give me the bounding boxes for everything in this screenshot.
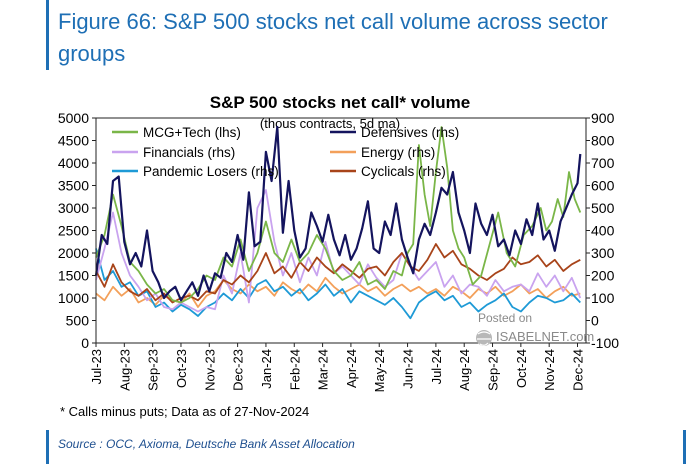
x-tick-label: Apr-24	[344, 349, 359, 388]
left-tick-label: 2500	[58, 223, 89, 239]
series-lines	[94, 125, 582, 320]
watermark: Posted on ISABELNET.com	[476, 311, 594, 346]
right-tick-label: 300	[591, 245, 615, 261]
chart-subtitle: (thous contracts, 5d ma)	[260, 116, 400, 131]
watermark-line1: Posted on	[478, 311, 532, 325]
accent-bar-right	[683, 430, 686, 464]
legend-label-financials: Financials (rhs)	[143, 145, 235, 160]
left-tick-label: 5000	[58, 110, 89, 126]
figure-title: Figure 66: S&P 500 stocks net call volum…	[58, 9, 608, 66]
left-tick-label: 2000	[58, 245, 89, 261]
accent-bar-top	[46, 0, 49, 70]
left-tick-label: 0	[81, 335, 89, 351]
x-tick-label: Jun-24	[401, 349, 416, 389]
chart-title: S&P 500 stocks net call* volume	[210, 93, 470, 112]
legend-label-defensives: Defensives (rhs)	[361, 125, 459, 140]
left-tick-label: 1500	[58, 268, 89, 284]
x-tick-label: Dec-23	[231, 349, 246, 391]
x-tick-label: Feb-24	[287, 349, 302, 390]
series-line-cyclicals	[95, 243, 581, 304]
x-tick-label: May-24	[372, 349, 387, 392]
series-line-mcg-tech	[95, 126, 582, 304]
x-tick-label: Nov-23	[202, 349, 217, 391]
legend-label-cyclicals: Cyclicals (rhs)	[361, 164, 446, 179]
right-tick-label: 800	[591, 133, 615, 149]
watermark-line2: ISABELNET.com	[496, 329, 594, 344]
left-tick-label: 3000	[58, 200, 89, 216]
series-line-defensives	[94, 125, 582, 302]
left-tick-label: 4500	[58, 133, 89, 149]
left-tick-label: 4000	[58, 155, 89, 171]
accent-bar-bottom	[46, 430, 49, 464]
x-tick-label: Dec-24	[571, 349, 586, 391]
legend: MCG+Tech (lhs) Defensives (rhs) Financials…	[112, 125, 459, 179]
right-tick-label: 0	[591, 313, 599, 329]
left-tick-label: 3500	[58, 178, 89, 194]
x-tick-label: Oct-24	[514, 349, 529, 388]
right-tick-label: 600	[591, 178, 615, 194]
x-tick-label: Aug-23	[117, 349, 132, 391]
x-tick-label: Sep-24	[486, 349, 501, 391]
right-tick-label: 900	[591, 110, 615, 126]
right-tick-label: 400	[591, 223, 615, 239]
x-tick-label: Sep-23	[146, 349, 161, 391]
series-line-pandemic-losers	[95, 248, 581, 320]
left-tick-label: 1000	[58, 290, 89, 306]
x-tick-label: Oct-23	[174, 349, 189, 388]
x-axis: Jul-23 Aug-23 Sep-23 Oct-23 Nov-23 Dec-23 Jan-…	[89, 343, 586, 392]
right-tick-label: 200	[591, 268, 615, 284]
x-tick-label: Jul-23	[89, 349, 104, 384]
left-axis: 0 500 1000 1500 2000 2500 3000 3500 4000 4500 5000	[58, 110, 96, 351]
legend-label-mcg-tech: MCG+Tech (lhs)	[143, 125, 241, 140]
x-tick-label: Jul-24	[429, 349, 444, 384]
right-tick-label: 700	[591, 155, 615, 171]
x-tick-label: Aug-24	[457, 349, 472, 391]
chart-footnote: * Calls minus puts; Data as of 27-Nov-20…	[60, 404, 309, 419]
right-tick-label: -100	[591, 335, 619, 351]
x-tick-label: Nov-24	[542, 349, 557, 391]
right-tick-label: 500	[591, 200, 615, 216]
legend-label-energy: Energy (rhs)	[361, 145, 435, 160]
right-tick-label: 100	[591, 290, 615, 306]
x-tick-label: Mar-24	[316, 349, 331, 390]
watermark-globe-icon	[476, 330, 492, 346]
x-tick-label: Jan-24	[259, 349, 274, 389]
legend-label-pandemic-losers: Pandemic Losers (rhs)	[143, 164, 279, 179]
right-axis: -100 0 100 200 300 400 500 600 700 800 900	[586, 110, 619, 351]
left-tick-label: 500	[66, 313, 90, 329]
source-note: Source : OCC, Axioma, Deutsche Bank Asse…	[58, 437, 355, 451]
